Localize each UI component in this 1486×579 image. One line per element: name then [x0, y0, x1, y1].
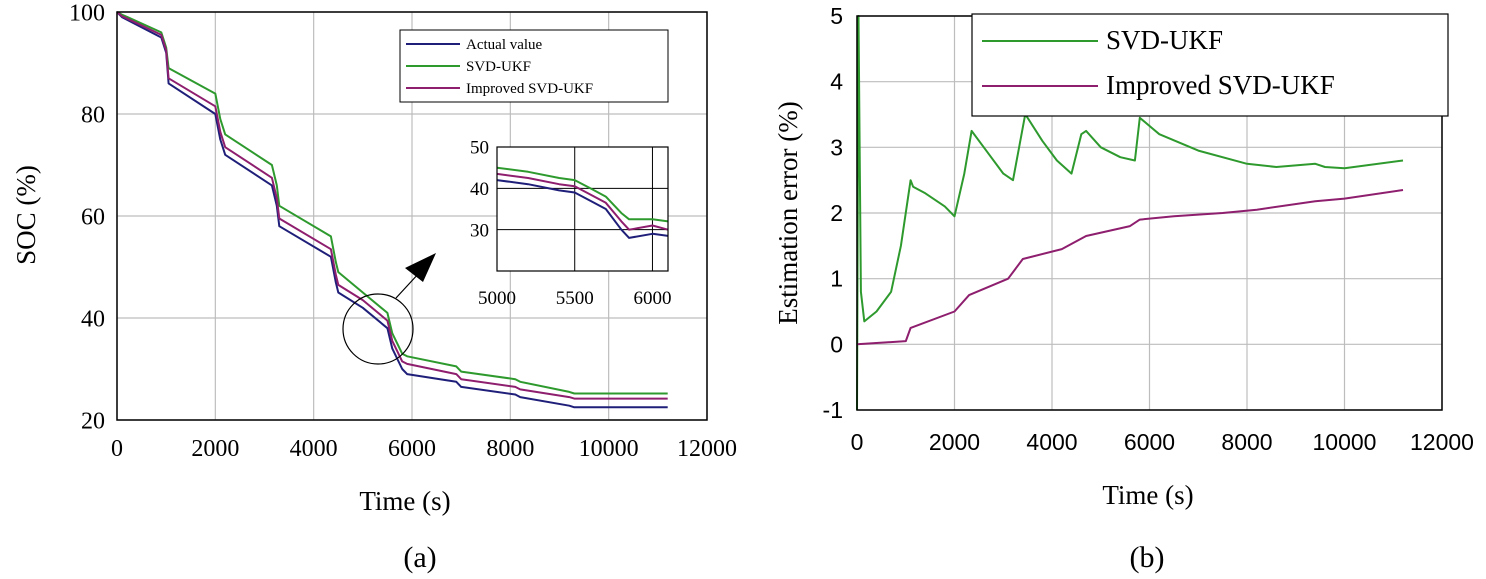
legend-a: Actual value SVD-UKF Improved SVD-UKF	[399, 29, 669, 103]
chart-panel-b: 0 2000 4000 6000 8000 10000 12000 -1 0 1 2 3 4 5 Time…	[773, 3, 1474, 574]
series-line-improved-svd-ukf	[496, 172, 669, 231]
legend-label-improved-b: Improved SVD-UKF	[1106, 70, 1335, 100]
series-line-improved-svd-ukf	[116, 11, 668, 400]
y-tick-label: 40	[470, 179, 489, 200]
y-tick-label: 20	[81, 408, 105, 434]
y-tick-label: 80	[81, 102, 105, 128]
series-line-svd-ukf	[116, 11, 668, 395]
legend-label-actual: Actual value	[466, 37, 543, 53]
x-tick-label: 8000	[1221, 429, 1272, 455]
x-tick-label: 2000	[191, 436, 239, 462]
inset-tick-labels: 5000 5500 6000 30 40 50	[470, 138, 671, 309]
y-tick-label: -1	[823, 397, 843, 423]
x-axis-label-b: Time (s)	[1102, 480, 1193, 510]
legend-b: SVD-UKF Improved SVD-UKF	[971, 13, 1449, 117]
y-tick-label: 5	[830, 3, 843, 29]
zoom-circle	[342, 293, 414, 365]
zoom-arrow-head	[405, 253, 436, 282]
y-axis-label-a: SOC (%)	[11, 165, 41, 265]
y-tick-label: 40	[81, 306, 105, 332]
legend-label-improved-a: Improved SVD-UKF	[466, 81, 593, 97]
legend-label-svd-ukf-b: SVD-UKF	[1106, 25, 1223, 55]
x-tick-label: 10000	[1313, 429, 1377, 455]
x-tick-label: 5500	[556, 288, 594, 309]
x-tick-label: 12000	[1410, 429, 1474, 455]
y-tick-label: 60	[81, 204, 105, 230]
y-tick-label: 100	[69, 0, 105, 26]
y-axis-label-b: Estimation error (%)	[773, 101, 803, 324]
x-axis-label-a: Time (s)	[359, 486, 450, 516]
y-tick-label: 2	[830, 200, 843, 226]
chart-panel-a: 0 2000 4000 6000 8000 10000 12000 20 40 60 80 100 T…	[11, 0, 737, 574]
y-tick-label: 4	[830, 69, 843, 95]
series-layer-a	[116, 11, 668, 409]
series-line-actual-value	[116, 11, 668, 409]
y-tick-label: 30	[470, 220, 489, 241]
inset-background	[497, 147, 668, 271]
x-tick-label: 4000	[1026, 429, 1077, 455]
x-tick-label: 2000	[929, 429, 980, 455]
inset-series-layer	[496, 166, 669, 239]
y-tick-label: 0	[830, 331, 843, 357]
plot-frame-a	[116, 11, 708, 421]
x-tick-label: 6000	[1124, 429, 1175, 455]
x-tick-label: 4000	[290, 436, 338, 462]
inset-chart: 5000 5500 6000 30 40 50	[470, 138, 671, 309]
legend-box-b	[971, 13, 1449, 117]
panel-label-b: (b)	[1130, 541, 1165, 574]
y-tick-label: 50	[470, 138, 489, 159]
panel-label-a: (a)	[403, 541, 436, 574]
series-line-improved-svd-ukf	[856, 189, 1404, 346]
series-line-svd-ukf	[496, 166, 669, 223]
x-tick-label: 10000	[579, 436, 639, 462]
x-tick-label: 5000	[478, 288, 516, 309]
tick-labels-b: 0 2000 4000 6000 8000 10000 12000 -1 0 1 2 3 4 5	[823, 3, 1474, 455]
x-tick-label: 6000	[633, 288, 671, 309]
x-tick-label: 0	[111, 436, 123, 462]
x-tick-label: 8000	[486, 436, 534, 462]
y-tick-label: 1	[830, 266, 843, 292]
inset-frame	[496, 146, 669, 272]
legend-label-svd-ukf-a: SVD-UKF	[466, 59, 531, 75]
x-tick-label: 0	[851, 429, 864, 455]
x-tick-label: 12000	[677, 436, 737, 462]
tick-labels-a: 0 2000 4000 6000 8000 10000 12000 20 40 60 80 100	[69, 0, 737, 462]
y-tick-label: 3	[830, 134, 843, 160]
x-tick-label: 6000	[388, 436, 436, 462]
series-line-actual-value	[496, 179, 669, 239]
